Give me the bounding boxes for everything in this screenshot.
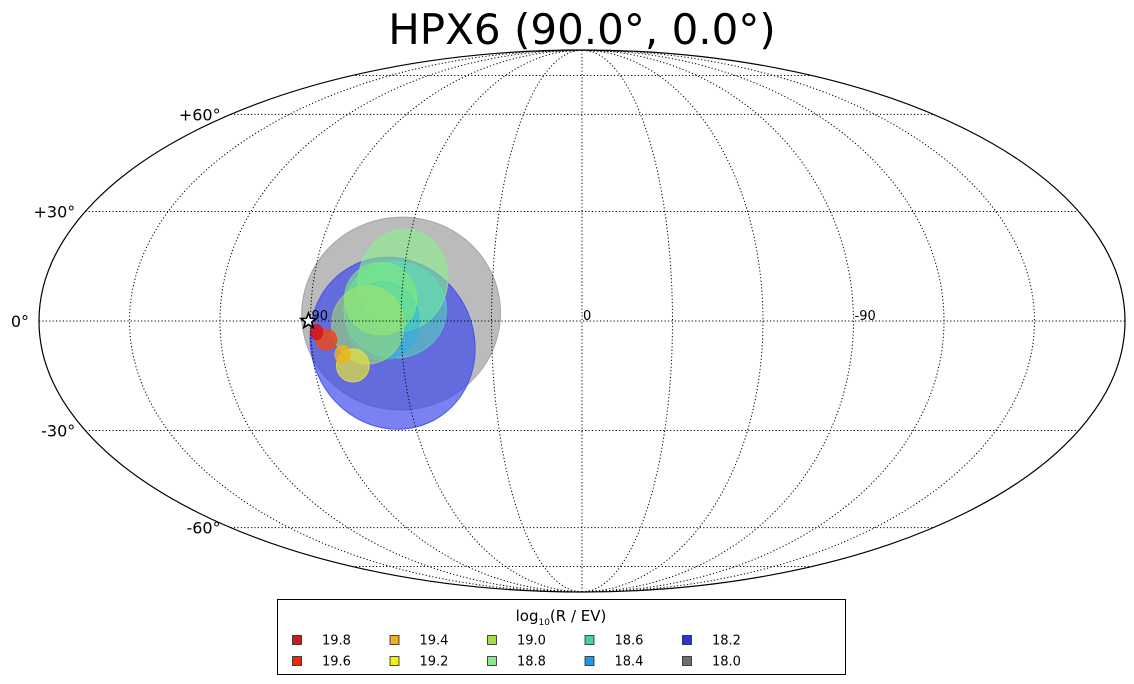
lon-tick-label: 90: [312, 309, 329, 324]
legend-entry-19-8: 19.8: [292, 634, 351, 649]
legend: log10(R / EV) 19.8 19.6 19.4 19.2 19.0 18.8 18…: [277, 599, 846, 675]
legend-label: 18.8: [517, 655, 546, 670]
region-19-4-8: [334, 344, 351, 364]
legend-entry-18-4: 18.4: [584, 655, 644, 670]
legend-label: 19.8: [322, 634, 351, 649]
legend-label: 19.2: [420, 655, 449, 670]
legend-swatch: [487, 656, 497, 666]
legend-entry-19-0: 19.0: [487, 634, 546, 649]
legend-entry-18-6: 18.6: [584, 634, 644, 649]
legend-label: 18.0: [712, 655, 741, 670]
meridian-line: [581, 49, 764, 593]
meridian-line: [400, 49, 583, 593]
legend-frame: [277, 599, 846, 675]
lon-tick-label: 0: [583, 309, 591, 324]
legend-swatch: [292, 656, 302, 666]
legend-items: 19.8 19.6 19.4 19.2 19.0 18.8 18.6 18.4 18.2 18.0: [292, 634, 741, 670]
lat-tick-label: 0°: [11, 312, 29, 331]
legend-entry-18-0: 18.0: [682, 655, 741, 670]
legend-swatch: [389, 656, 400, 666]
longitude-labels: 90 0 -90: [312, 309, 876, 324]
chart-title: HPX6 (90.0°, 0.0°): [388, 5, 776, 54]
legend-label: 18.6: [615, 634, 644, 649]
legend-swatch: [292, 635, 302, 645]
legend-label: 18.4: [615, 655, 644, 670]
legend-label: 19.4: [420, 634, 449, 649]
legend-label: 19.6: [322, 655, 351, 670]
legend-entry-18-8: 18.8: [487, 655, 546, 670]
legend-swatch: [682, 656, 692, 666]
legend-entry-19-6: 19.6: [292, 655, 351, 670]
source-star-icon: [298, 310, 319, 330]
legend-label: 18.2: [712, 634, 741, 649]
legend-swatch: [487, 635, 497, 645]
regions-layer: [301, 216, 502, 430]
sky-boundary: [38, 49, 1126, 593]
legend-swatch: [584, 635, 595, 645]
legend-entry-19-2: 19.2: [389, 655, 449, 670]
source-marker-layer: [298, 310, 319, 330]
legend-swatch: [584, 656, 595, 666]
lon-tick-label: -90: [855, 309, 876, 324]
legend-entry-18-2: 18.2: [682, 634, 741, 649]
graticule: [39, 49, 1125, 593]
lat-tick-label: +60°: [179, 105, 221, 124]
legend-entry-19-4: 19.4: [389, 634, 449, 649]
legend-swatch: [682, 635, 692, 645]
meridian-line: [581, 49, 855, 593]
legend-label: 19.0: [517, 634, 546, 649]
lat-tick-label: -30°: [41, 421, 75, 440]
latitude-labels: +60° +30° 0° -30° -60°: [11, 105, 221, 537]
lat-tick-label: -60°: [186, 519, 220, 538]
legend-title: log10(R / EV): [516, 607, 607, 628]
lat-tick-label: +30°: [34, 203, 76, 222]
legend-swatch: [389, 635, 400, 645]
